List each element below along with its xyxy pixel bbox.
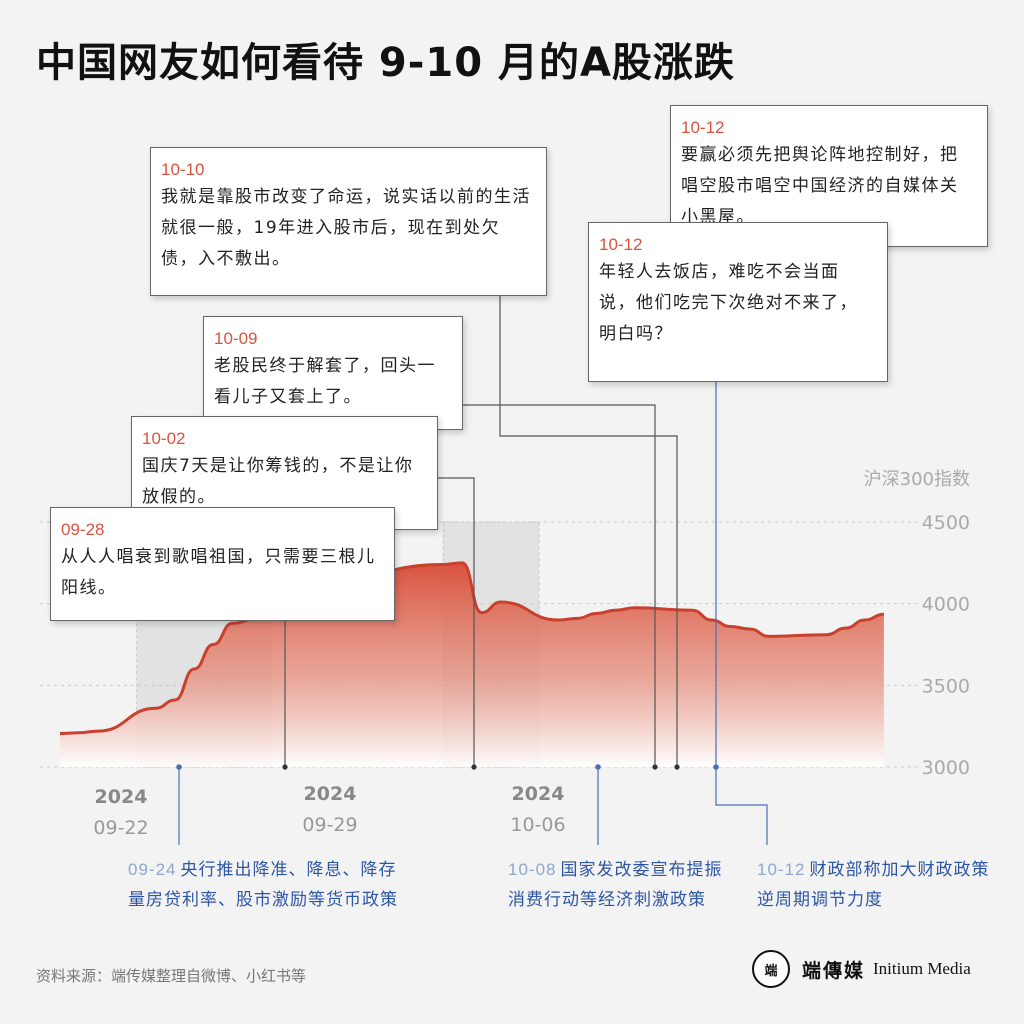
comment-text: 要赢必须先把舆论阵地控制好，把唱空股市唱空中国经济的自媒体关小黑屋。 <box>681 145 959 227</box>
event-note: 10-12 财政部称加大财政政策逆周期调节力度 <box>757 855 997 915</box>
x-tick-date: 09-22 <box>93 817 148 839</box>
event-connector <box>715 382 768 845</box>
comment-text: 从人人唱衰到歌唱祖国，只需要三根儿阳线。 <box>61 547 376 598</box>
event-marker <box>713 764 719 770</box>
comment-connector <box>499 296 678 767</box>
event-text: 财政部称加大财政政策逆周期调节力度 <box>757 860 990 910</box>
event-marker <box>595 764 601 770</box>
comment-text: 我就是靠股市改变了命运，说实话以前的生活就很一般，19年进入股市后，现在到处欠债… <box>161 187 531 269</box>
comment-date: 10-12 <box>599 235 643 254</box>
y-axis-label: 沪深300指数 <box>864 469 970 490</box>
comment-box: 10-10 我就是靠股市改变了命运，说实话以前的生活就很一般，19年进入股市后，… <box>150 147 547 296</box>
x-tick-year: 2024 <box>95 786 148 808</box>
logo-name-en: Initium Media <box>873 959 971 978</box>
comment-text: 国庆7天是让你筹钱的，不是让你放假的。 <box>142 456 414 507</box>
x-tick-year: 2024 <box>304 783 357 805</box>
event-marker <box>176 764 182 770</box>
event-text: 央行推出降准、降息、降存量房贷利率、股市激励等货币政策 <box>128 860 398 910</box>
index-line <box>59 561 884 736</box>
comment-box: 10-09 老股民终于解套了，回头一看儿子又套上了。 <box>203 316 463 430</box>
comment-box: 09-28 从人人唱衰到歌唱祖国，只需要三根儿阳线。 <box>50 507 395 621</box>
logo-icon: 端 <box>752 950 790 988</box>
comment-box: 10-12 年轻人去饭店，难吃不会当面说，他们吃完下次绝对不来了，明白吗？ <box>588 222 888 382</box>
comment-connector <box>438 477 475 767</box>
event-date: 10-12 <box>757 860 806 879</box>
comment-text: 年轻人去饭店，难吃不会当面说，他们吃完下次绝对不来了，明白吗？ <box>599 262 858 344</box>
x-tick-year: 2024 <box>512 783 565 805</box>
y-tick-label: 4000 <box>922 594 970 616</box>
x-tick-date: 10-06 <box>510 814 565 836</box>
comment-date: 10-02 <box>142 429 186 448</box>
comment-date: 10-12 <box>681 118 725 137</box>
event-text: 国家发改委宣布提振消费行动等经济刺激政策 <box>508 860 723 910</box>
comment-marker <box>471 764 477 770</box>
event-date: 09-24 <box>128 860 177 879</box>
logo-name-cn: 端傳媒 <box>802 959 866 982</box>
comment-connector <box>463 404 656 767</box>
page-title: 中国网友如何看待 9-10 月的A股涨跌 <box>36 40 735 86</box>
comment-marker <box>674 764 680 770</box>
event-note: 10-08 国家发改委宣布提振消费行动等经济刺激政策 <box>508 855 723 915</box>
source-note: 资料来源：端传媒整理自微博、小红书等 <box>36 967 307 985</box>
comment-marker <box>652 764 658 770</box>
event-note: 09-24 央行推出降准、降息、降存量房贷利率、股市激励等货币政策 <box>128 855 413 915</box>
event-date: 10-08 <box>508 860 557 879</box>
comment-date: 09-28 <box>61 520 105 539</box>
y-tick-label: 4500 <box>922 512 970 534</box>
y-tick-label: 3000 <box>922 757 970 779</box>
comment-date: 10-10 <box>161 160 205 179</box>
y-tick-label: 3500 <box>922 675 970 697</box>
comment-text: 老股民终于解套了，回头一看儿子又套上了。 <box>214 356 436 407</box>
brand-logo: 端 端傳媒 Initium Media <box>752 950 971 988</box>
x-tick-date: 09-29 <box>302 814 357 836</box>
comment-date: 10-09 <box>214 329 258 348</box>
comment-marker <box>282 764 288 770</box>
